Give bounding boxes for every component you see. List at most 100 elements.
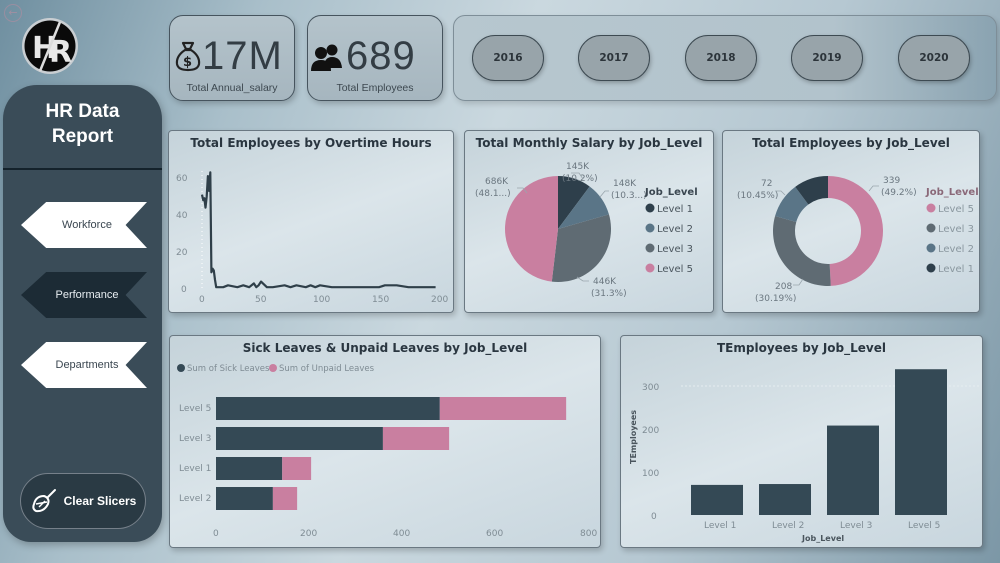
people-icon <box>311 44 342 71</box>
bar-unpaid-level-2[interactable] <box>272 487 298 510</box>
donut-slice-level-5[interactable] <box>828 176 883 286</box>
nav-departments-label: Departments <box>55 359 119 371</box>
year-2018-label: 2018 <box>706 52 736 64</box>
column-plot: 0 100 200 300 TEmployees Level 1 Level 2… <box>629 369 981 543</box>
legend-title: Job_Level <box>925 187 979 198</box>
bar-unpaid-level-5[interactable] <box>439 397 567 420</box>
year-2019-button[interactable]: 2019 <box>791 35 863 81</box>
svg-text:Level 2: Level 2 <box>938 244 974 255</box>
back-button[interactable]: ← <box>4 4 22 22</box>
chart-title: TEmployees by Job_Level <box>716 341 886 355</box>
kpi-employees-value: 689 <box>346 34 416 78</box>
year-2020-label: 2020 <box>919 52 949 64</box>
svg-text:300: 300 <box>642 383 659 393</box>
svg-text:(10.2%): (10.2%) <box>562 174 598 184</box>
pie-slice-level-1[interactable] <box>558 176 590 229</box>
svg-text:200: 200 <box>300 529 317 539</box>
report-title: HR Data Report <box>3 99 162 149</box>
donut-slice-level-3[interactable] <box>773 216 831 286</box>
employees-column-chart[interactable]: TEmployees by Job_Level 0 100 200 300 TE… <box>620 335 983 548</box>
svg-text:Sum of Sick Leaves: Sum of Sick Leaves <box>187 364 270 374</box>
overtime-line-chart[interactable]: Total Employees by Overtime Hours 0 20 4… <box>168 130 454 313</box>
svg-text:Level 2: Level 2 <box>772 521 804 531</box>
year-2019-label: 2019 <box>812 52 842 64</box>
year-2016-button[interactable]: 2016 <box>472 35 544 81</box>
svg-text:(30.19%): (30.19%) <box>755 294 796 304</box>
svg-text:Level 1: Level 1 <box>657 204 693 215</box>
year-2016-label: 2016 <box>493 52 523 64</box>
year-2017-button[interactable]: 2017 <box>578 35 650 81</box>
broom-icon <box>31 489 56 513</box>
bar-sick-level-5[interactable] <box>216 397 440 420</box>
year-2020-button[interactable]: 2020 <box>898 35 970 81</box>
pie-slice-level-2[interactable] <box>558 186 609 229</box>
logo-r: R <box>49 35 72 70</box>
nav-departments-button[interactable]: Departments <box>21 342 147 388</box>
leaves-bar-chart[interactable]: Sick Leaves & Unpaid Leaves by Job_Level… <box>169 335 601 548</box>
donut-legend: Level 5 Level 3 Level 2 Level 1 <box>926 203 974 275</box>
svg-text:Level 5: Level 5 <box>938 204 974 215</box>
svg-text:Level 3: Level 3 <box>938 224 974 235</box>
pie-slice-level-3[interactable] <box>551 214 611 282</box>
stacked-bar-plot: Sum of Sick Leaves Sum of Unpaid Leaves … <box>177 364 597 539</box>
pie-slice-level-5[interactable] <box>505 176 558 282</box>
chart-title: Sick Leaves & Unpaid Leaves by Job_Level <box>242 341 528 355</box>
chart-title: Total Employees by Job_Level <box>752 136 950 150</box>
kpi-employees-label: Total Employees <box>336 82 414 94</box>
svg-text:200: 200 <box>642 426 659 436</box>
year-2017-label: 2017 <box>599 52 629 64</box>
svg-text:20: 20 <box>176 248 188 258</box>
chart-title: Total Employees by Overtime Hours <box>190 136 432 150</box>
line-series <box>200 171 436 289</box>
pie-chart-plot: 145K (10.2%) 148K (10.3...) 446K (31.3%)… <box>475 162 698 299</box>
svg-text:(31.3%): (31.3%) <box>591 289 627 299</box>
bar-unpaid-level-3[interactable] <box>382 427 450 450</box>
report-title-line1: HR Data <box>45 101 120 122</box>
svg-text:339: 339 <box>883 176 900 186</box>
svg-text:145K: 145K <box>566 162 590 172</box>
chart-title: Total Monthly Salary by Job_Level <box>475 136 703 150</box>
report-title-line2: Report <box>51 126 114 147</box>
clear-slicers-button[interactable]: Clear Slicers <box>20 473 146 529</box>
svg-text:40: 40 <box>176 211 188 221</box>
svg-text:0: 0 <box>199 295 205 305</box>
column-level-2[interactable] <box>759 484 811 515</box>
svg-text:208: 208 <box>775 282 792 292</box>
donut-slice-level-1[interactable] <box>795 176 828 205</box>
svg-text:446K: 446K <box>593 277 617 287</box>
bar-unpaid-level-1[interactable] <box>282 457 312 480</box>
nav-workforce-button[interactable]: Workforce <box>21 202 147 248</box>
clear-slicers-label: Clear Slicers <box>63 494 137 508</box>
sidebar: HR Data Report Workforce Performance Dep… <box>3 85 162 542</box>
svg-text:Level 2: Level 2 <box>179 494 211 504</box>
column-level-3[interactable] <box>827 425 879 515</box>
legend-title: Job_Level <box>644 187 698 198</box>
salary-pie-chart[interactable]: Total Monthly Salary by Job_Level 145K (… <box>464 130 714 313</box>
svg-text:(10.3...): (10.3...) <box>611 191 647 201</box>
arrow-left-icon: ← <box>8 6 18 19</box>
donut-slice-level-2[interactable] <box>775 186 809 223</box>
bar-sick-level-3[interactable] <box>216 427 383 450</box>
year-2018-button[interactable]: 2018 <box>685 35 757 81</box>
svg-text:72: 72 <box>761 179 772 189</box>
svg-text:686K: 686K <box>485 177 509 187</box>
kpi-salary-value: 17M <box>202 34 283 78</box>
employees-donut-chart[interactable]: Total Employees by Job_Level 339 (49.2%)… <box>722 130 980 313</box>
sidebar-divider <box>3 168 162 170</box>
svg-text:$: $ <box>183 55 192 70</box>
bar-sick-level-1[interactable] <box>216 457 283 480</box>
svg-text:Level 2: Level 2 <box>657 224 693 235</box>
column-level-1[interactable] <box>691 484 743 515</box>
svg-text:800: 800 <box>580 529 597 539</box>
svg-text:60: 60 <box>176 174 188 184</box>
svg-text:0: 0 <box>651 512 657 522</box>
year-slicer: 2016 2017 2018 2019 2020 <box>453 15 997 101</box>
bar-sick-level-2[interactable] <box>216 487 273 510</box>
line-chart-plot: 0 20 40 60 0 50 100 150 200 <box>176 171 448 305</box>
svg-text:400: 400 <box>393 529 410 539</box>
nav-performance-button[interactable]: Performance <box>21 272 147 318</box>
column-level-5[interactable] <box>895 369 947 515</box>
kpi-salary-label: Total Annual_salary <box>186 82 278 94</box>
pie-legend: Level 1 Level 2 Level 3 Level 5 <box>645 203 693 275</box>
svg-text:50: 50 <box>255 295 267 305</box>
